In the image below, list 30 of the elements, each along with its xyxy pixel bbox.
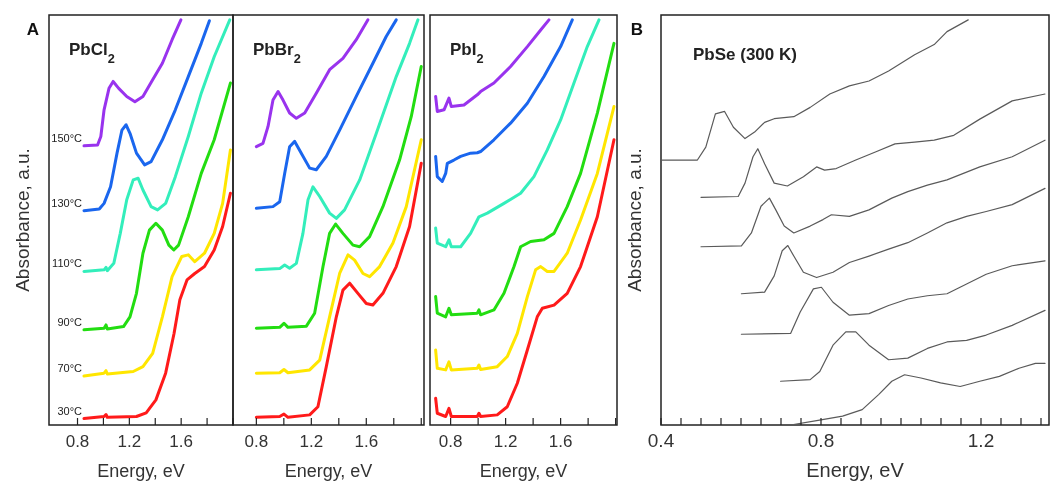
x-tick-label: 0.4 <box>647 430 675 451</box>
x-tick-label: 1.6 <box>548 432 573 451</box>
x-axis-title: Energy, eV <box>479 461 568 481</box>
x-tick-label: 1.6 <box>354 432 379 451</box>
series-label: 30°C <box>57 404 83 417</box>
x-axis-title: Energy, eV <box>284 461 373 481</box>
x-axis-title: Energy, eV <box>97 461 185 481</box>
series-label: 130°C <box>51 196 83 209</box>
text: PbI$_{2}$ <box>450 40 484 66</box>
x-tick-label: 0.8 <box>244 432 269 451</box>
x-tick-label: 0.8 <box>807 430 835 451</box>
x-tick-label: 1.2 <box>117 432 142 451</box>
x-axis-title: Energy, eV <box>806 459 905 481</box>
text: B <box>630 20 644 39</box>
text: A <box>26 20 40 39</box>
text: PbBr$_{2}$ <box>253 40 301 66</box>
series-label: 150°C <box>51 131 83 144</box>
x-tick-label: 1.6 <box>169 432 193 451</box>
y-axis-title: Absorbance, a.u. <box>12 148 33 292</box>
series-label: 90°C <box>57 315 83 328</box>
text: PbCl$_{2}$ <box>69 40 115 66</box>
series-label: 110°C <box>52 257 83 270</box>
text: PbSe (300 K) <box>693 45 797 64</box>
x-tick-label: 0.8 <box>65 432 90 451</box>
y-axis-title: Absorbance, a.u. <box>624 148 645 292</box>
x-tick-label: 0.8 <box>438 432 463 451</box>
series-label: 70°C <box>57 361 83 374</box>
x-tick-label: 1.2 <box>299 432 324 451</box>
x-tick-label: 1.2 <box>967 430 995 451</box>
x-tick-label: 1.2 <box>493 432 518 451</box>
